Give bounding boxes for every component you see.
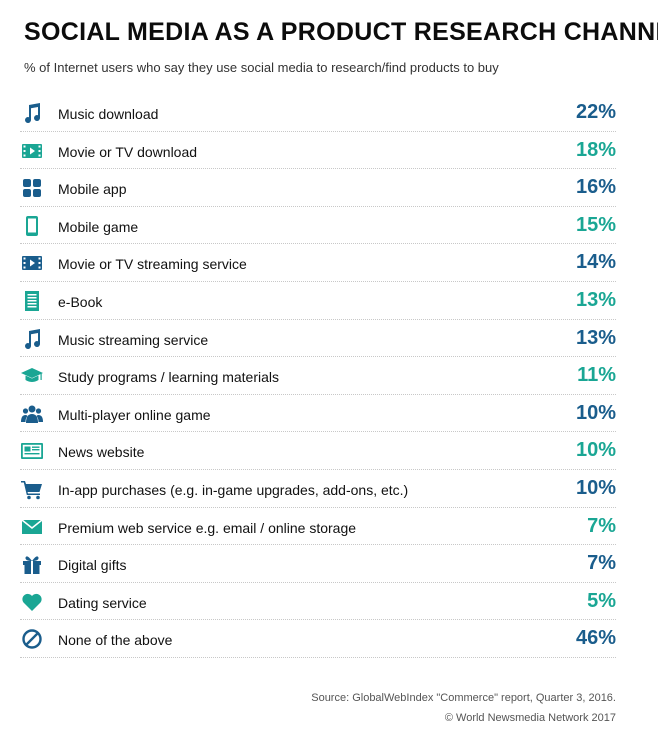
row-label: None of the above bbox=[58, 632, 173, 649]
table-row: Mobile game 15% bbox=[20, 207, 616, 245]
row-label: e-Book bbox=[58, 293, 103, 310]
envelope-icon bbox=[20, 516, 44, 538]
row-label: In-app purchases (e.g. in-game upgrades,… bbox=[58, 481, 409, 498]
film-icon bbox=[20, 140, 44, 162]
music-note-icon bbox=[20, 328, 44, 350]
row-label: Movie or TV streaming service bbox=[58, 256, 247, 273]
row-value: 10% bbox=[575, 401, 616, 424]
table-row: News website 10% bbox=[20, 432, 616, 470]
heart-icon bbox=[20, 591, 44, 613]
table-row: In-app purchases (e.g. in-game upgrades,… bbox=[20, 470, 616, 508]
chart-title: SOCIAL MEDIA AS A PRODUCT RESEARCH CHANN… bbox=[24, 18, 658, 46]
row-value: 11% bbox=[577, 364, 616, 387]
table-row: Digital gifts 7% bbox=[20, 545, 616, 583]
row-value: 14% bbox=[575, 251, 616, 274]
film-icon bbox=[20, 252, 44, 274]
row-label: News website bbox=[58, 444, 145, 461]
table-row: Multi-player online game 10% bbox=[20, 395, 616, 433]
row-value: 5% bbox=[587, 589, 616, 612]
row-value: 7% bbox=[587, 514, 616, 537]
data-rows: Music download 22% Movie or TV download 18%… bbox=[20, 94, 616, 658]
row-label: Dating service bbox=[58, 594, 147, 611]
row-value: 7% bbox=[587, 552, 616, 575]
row-label: Music download bbox=[58, 106, 159, 122]
row-label: Multi-player online game bbox=[58, 406, 211, 423]
table-row: Premium web service e.g. email / online … bbox=[20, 508, 616, 546]
cart-icon bbox=[20, 478, 44, 500]
row-value: 13% bbox=[575, 288, 616, 311]
graduation-cap-icon bbox=[20, 365, 44, 387]
people-icon bbox=[20, 403, 44, 425]
phone-icon bbox=[20, 215, 44, 237]
copyright-note: © World Newsmedia Network 2017 bbox=[444, 712, 616, 724]
row-label: Mobile app bbox=[58, 181, 127, 198]
grid-icon bbox=[20, 177, 44, 199]
table-row: None of the above 46% bbox=[20, 620, 616, 658]
row-value: 10% bbox=[575, 439, 616, 462]
gift-icon bbox=[20, 553, 44, 575]
row-value: 16% bbox=[575, 176, 616, 199]
row-label: Study programs / learning materials bbox=[58, 369, 279, 386]
row-label: Digital gifts bbox=[58, 557, 127, 574]
table-row: Mobile app 16% bbox=[20, 169, 616, 207]
source-note: Source: GlobalWebIndex "Commerce" report… bbox=[311, 692, 616, 704]
chart-subtitle: % of Internet users who say they use soc… bbox=[24, 60, 499, 75]
table-row: Dating service 5% bbox=[20, 583, 616, 621]
row-value: 22% bbox=[575, 101, 616, 123]
table-row: e-Book 13% bbox=[20, 282, 616, 320]
row-label: Premium web service e.g. email / online … bbox=[58, 519, 357, 536]
table-row: Study programs / learning materials 11% bbox=[20, 357, 616, 395]
row-value: 10% bbox=[575, 476, 616, 499]
row-value: 13% bbox=[575, 326, 616, 349]
row-value: 18% bbox=[575, 138, 616, 161]
newspaper-icon bbox=[20, 440, 44, 462]
table-row: Movie or TV streaming service 14% bbox=[20, 244, 616, 282]
music-note-icon bbox=[20, 102, 44, 124]
row-value: 46% bbox=[575, 627, 616, 650]
row-value: 15% bbox=[575, 213, 616, 236]
none-icon bbox=[20, 628, 44, 650]
table-row: Movie or TV download 18% bbox=[20, 132, 616, 170]
row-label: Movie or TV download bbox=[58, 143, 198, 160]
table-row: Music download 22% bbox=[20, 94, 616, 132]
row-label: Mobile game bbox=[58, 218, 139, 235]
ebook-icon bbox=[20, 290, 44, 312]
row-label: Music streaming service bbox=[58, 331, 209, 348]
table-row: Music streaming service 13% bbox=[20, 320, 616, 358]
